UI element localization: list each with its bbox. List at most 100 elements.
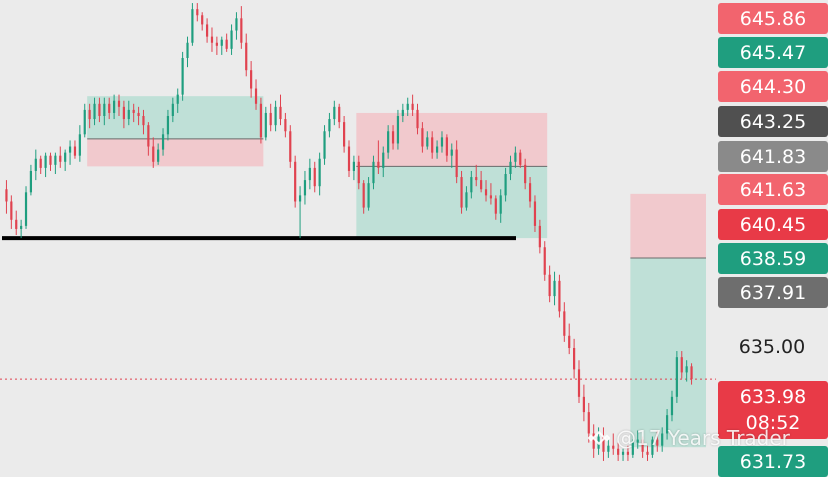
price-label: 643.25 (718, 106, 828, 137)
loss-zone (630, 193, 706, 258)
candle-body (122, 106, 125, 120)
candle-body (93, 103, 96, 120)
candle-body (186, 42, 189, 58)
candle-body (20, 225, 23, 229)
candle-body (176, 94, 179, 104)
price-label-value: 638.59 (739, 247, 807, 270)
candle-body (147, 125, 150, 147)
candle-body (465, 192, 468, 208)
profit-zone (356, 166, 548, 239)
candle-body (171, 103, 174, 116)
candle-body (391, 131, 395, 144)
price-label: 645.47 (718, 37, 828, 68)
candle-countdown: 08:52 (745, 412, 801, 434)
candle-body (563, 311, 566, 336)
candle-body (372, 161, 375, 184)
candle-body (470, 177, 473, 193)
candle-body (137, 112, 140, 116)
candle-body (34, 158, 37, 171)
candle-body (661, 433, 664, 446)
candle-body (250, 70, 253, 89)
candle-body (651, 439, 654, 455)
candle-body (54, 155, 57, 165)
candle-body (152, 146, 155, 162)
price-label: 640.45 (718, 209, 828, 240)
loss-zone (87, 138, 264, 167)
candle-body (504, 174, 507, 196)
candle-body (201, 15, 204, 25)
candle-body (587, 412, 590, 434)
candle-body (656, 439, 659, 446)
candle-body (455, 149, 458, 178)
candle-body (382, 152, 385, 168)
chart-canvas[interactable] (0, 0, 716, 464)
price-label: 641.63 (718, 174, 828, 205)
candle-body (338, 106, 341, 123)
candle-body (24, 192, 28, 226)
candle-body (489, 195, 493, 199)
candle-body (362, 183, 365, 208)
candle-body (553, 280, 556, 297)
candle-body (646, 451, 649, 455)
candle-body (573, 348, 576, 370)
candle-body (49, 155, 52, 165)
price-label: 645.86 (718, 3, 828, 34)
candle-body (577, 369, 581, 397)
candle-body (631, 442, 634, 455)
candle-body (626, 451, 630, 455)
price-label-value: 645.86 (739, 7, 807, 30)
candle-body (44, 155, 47, 168)
candle-body (636, 439, 639, 443)
candle-body (685, 366, 688, 373)
candle-body (352, 161, 355, 171)
candle-body (538, 225, 541, 248)
price-label: 644.30 (718, 71, 828, 102)
candle-body (670, 396, 674, 416)
candle-body (308, 167, 311, 181)
candle-body (333, 106, 336, 120)
candle-body (396, 116, 400, 144)
candle-body (499, 195, 502, 214)
candle-body (367, 183, 370, 208)
candle-body (347, 146, 351, 171)
candle-body (269, 112, 272, 126)
price-label-value: 644.30 (739, 75, 807, 98)
profit-zone (87, 96, 264, 139)
candle-body (284, 119, 287, 132)
candle-body (289, 131, 292, 162)
axis-tick-label: 635.00 (738, 336, 806, 358)
candle-body (230, 30, 233, 49)
profit-zone (630, 257, 706, 448)
candle-body (387, 131, 390, 153)
candle-body (274, 106, 277, 126)
price-label: 638.59 (718, 243, 828, 274)
candle-body (191, 9, 194, 43)
candle-body (621, 451, 625, 455)
candle-body (524, 164, 527, 184)
candle-body (29, 170, 33, 193)
candle-body (313, 167, 316, 187)
candle-body (161, 134, 165, 150)
candle-body (78, 134, 81, 156)
candle-body (10, 201, 13, 220)
candle-body (132, 109, 135, 113)
price-label-value: 631.73 (739, 450, 807, 473)
price-axis[interactable]: 635.00 645.86 645.47 644.30 643.25 641.83 641.… (716, 0, 828, 477)
price-chart[interactable] (0, 0, 716, 464)
candle-body (617, 448, 620, 455)
price-label-value: 641.83 (739, 145, 807, 168)
candle-body (88, 109, 91, 120)
candle-body (205, 24, 209, 37)
candle-body (568, 335, 571, 348)
candle-body (357, 161, 360, 184)
candle-body (641, 439, 644, 452)
candle-body (675, 357, 678, 397)
candle-body (259, 103, 263, 138)
candle-body (64, 152, 67, 162)
candle-body (450, 149, 453, 156)
price-label-value: 640.45 (739, 213, 807, 236)
candle-body (196, 9, 199, 16)
candle-body (117, 100, 121, 107)
candle-body (612, 445, 615, 449)
candle-body (98, 103, 101, 116)
